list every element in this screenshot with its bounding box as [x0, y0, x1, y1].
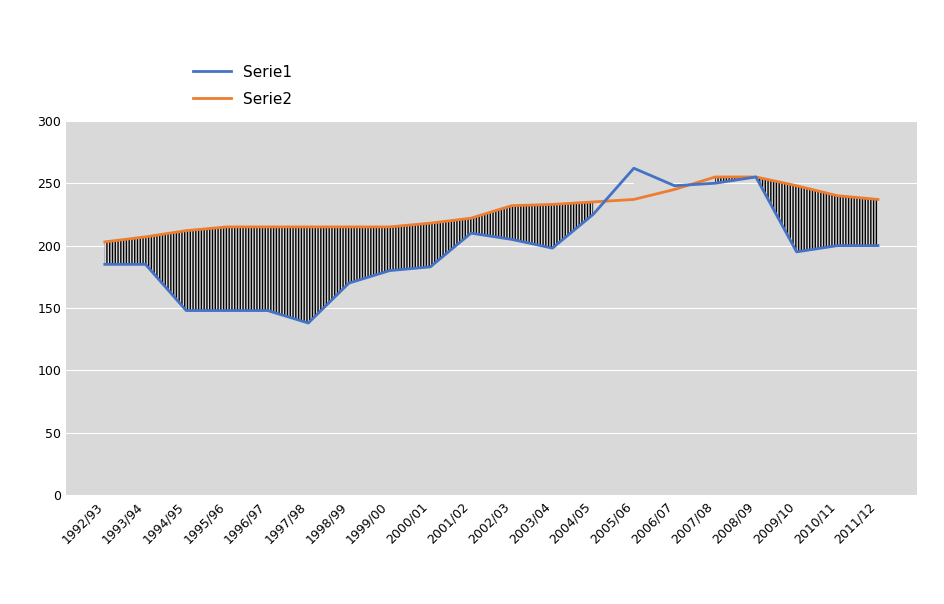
Legend: Serie1, Serie2: Serie1, Serie2 [193, 65, 292, 107]
